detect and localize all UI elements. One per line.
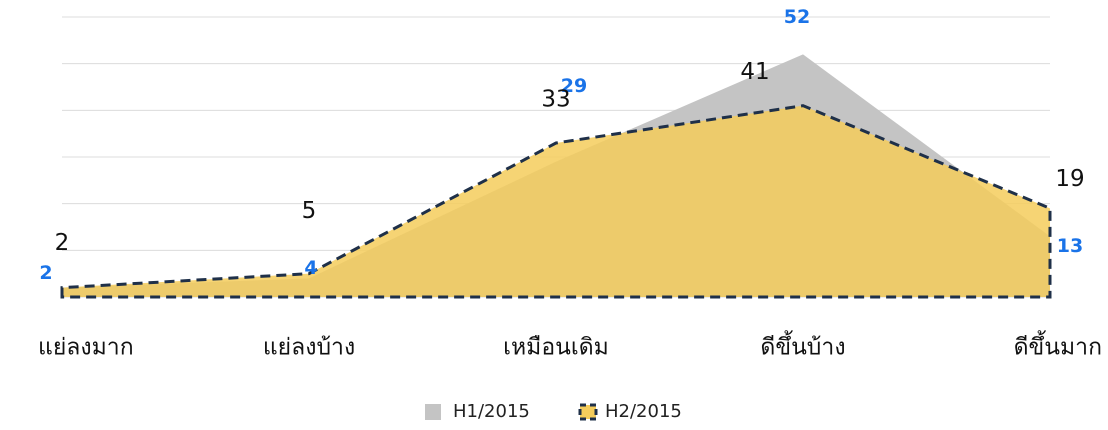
x-tick-label: แย่ลงมาก: [38, 335, 134, 361]
x-tick-label: เหมือนเดิม: [503, 335, 609, 361]
data-label: 13: [1057, 235, 1083, 257]
data-label: 19: [1055, 166, 1084, 192]
data-label: 2: [55, 230, 70, 256]
data-label: 29: [561, 75, 587, 97]
data-label: 2: [39, 262, 52, 284]
data-label: 33: [541, 87, 570, 113]
legend-label: H2/2015: [605, 401, 682, 422]
x-tick-label: ดีขึ้นบ้าง: [760, 331, 845, 361]
data-label: 4: [304, 257, 317, 279]
x-tick-label: ดีขึ้นมาก: [1014, 331, 1102, 361]
x-tick-label: แย่ลงบ้าง: [263, 335, 355, 361]
data-label: 52: [784, 6, 810, 28]
data-label: 41: [740, 59, 769, 85]
legend-swatch: [578, 403, 598, 421]
legend-swatch: [425, 404, 441, 420]
area: [60, 104, 1052, 299]
data-label: 5: [302, 198, 317, 224]
legend-label: H1/2015: [453, 401, 530, 422]
